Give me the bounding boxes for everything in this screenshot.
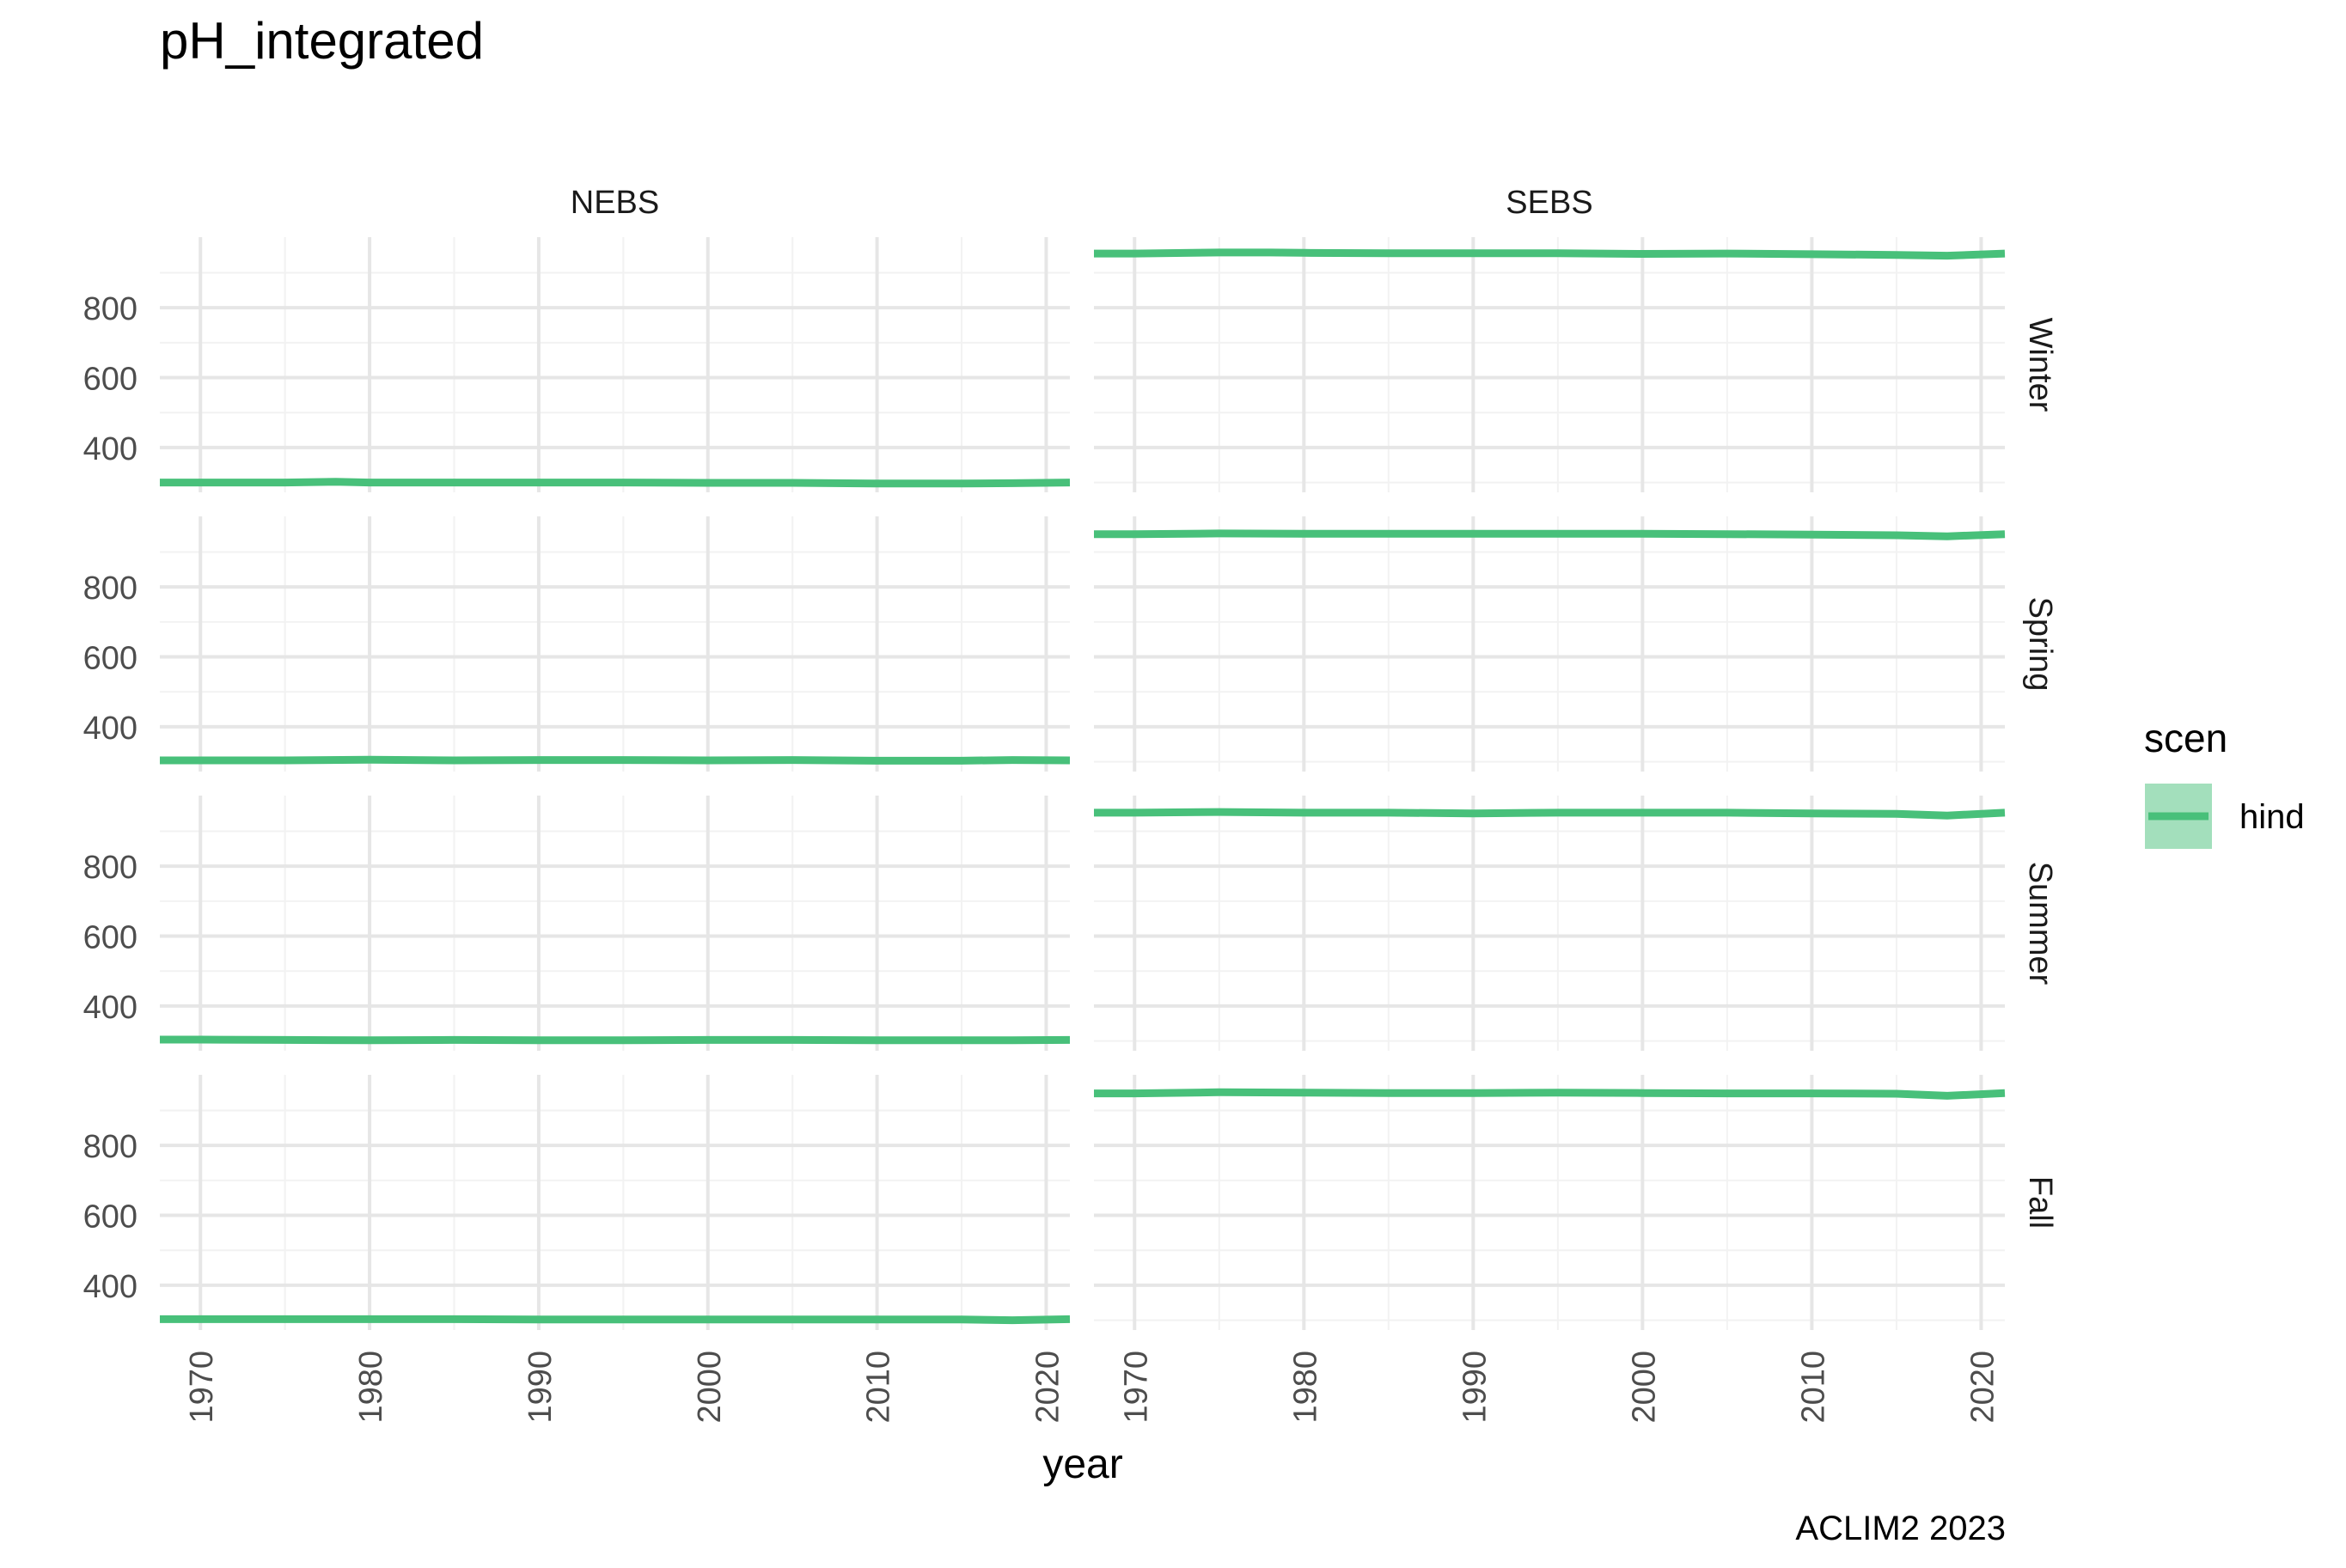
facet-column-label-nebs: NEBS	[571, 185, 659, 221]
x-tick-label: 2000	[692, 1351, 728, 1424]
panel-sebs-summer	[1094, 796, 2006, 1051]
legend: scen hind	[2144, 716, 2305, 849]
facet-row-label-fall: Fall	[2022, 1176, 2058, 1229]
panel-sebs-fall	[1094, 1075, 2006, 1330]
series-line-sebs-winter	[1094, 248, 2006, 260]
panel-nebs-winter	[160, 237, 1071, 492]
x-axis-title: year	[1042, 1442, 1122, 1487]
legend-title: scen	[2144, 716, 2227, 760]
y-tick-label: 800	[83, 570, 137, 607]
x-tick-label: 2020	[1029, 1351, 1066, 1424]
panel-nebs-summer	[160, 796, 1071, 1051]
panel-sebs-spring	[1094, 516, 2006, 772]
x-tick-label: 1970	[1118, 1351, 1154, 1424]
panel-nebs-fall	[160, 1075, 1071, 1330]
x-tick-label: 2010	[861, 1351, 897, 1424]
series-line-nebs-winter	[160, 478, 1071, 488]
y-tick-label: 800	[83, 850, 137, 886]
y-tick-label: 600	[83, 362, 137, 398]
x-tick-label: 2020	[1964, 1351, 2001, 1424]
series-line-sebs-summer	[1094, 808, 2006, 820]
y-tick-label: 600	[83, 920, 137, 956]
x-tick-label: 1980	[353, 1351, 389, 1424]
y-tick-label: 400	[83, 711, 137, 747]
y-tick-label: 600	[83, 1199, 137, 1235]
legend-entry-hind: hind	[2239, 798, 2305, 836]
x-tick-label: 2000	[1626, 1351, 1662, 1424]
series-line-sebs-spring	[1094, 529, 2006, 540]
y-tick-label: 600	[83, 641, 137, 677]
chart-title: pH_integrated	[160, 12, 484, 70]
y-tick-label: 400	[83, 1269, 137, 1305]
x-tick-label: 2010	[1795, 1351, 1831, 1424]
y-tick-label: 400	[83, 431, 137, 467]
series-line-nebs-fall	[160, 1315, 1071, 1325]
facet-row-label-winter: Winter	[2022, 318, 2058, 412]
x-tick-label: 1990	[522, 1351, 559, 1424]
facet-row-label-spring: Spring	[2022, 597, 2058, 692]
x-tick-label: 1970	[184, 1351, 220, 1424]
y-tick-label: 400	[83, 990, 137, 1026]
panel-nebs-spring	[160, 516, 1071, 772]
x-tick-label: 1980	[1287, 1351, 1323, 1424]
panel-sebs-winter	[1094, 237, 2006, 492]
labels-layer: 400 600 800 400 600 800 400 600 800 400 600 800 1970…	[83, 185, 2058, 1424]
series-line-sebs-fall	[1094, 1088, 2006, 1100]
chart-caption: ACLIM2 2023	[1795, 1510, 2006, 1547]
facet-column-label-sebs: SEBS	[1506, 185, 1592, 221]
panels-layer	[160, 237, 2006, 1330]
facet-row-label-summer: Summer	[2022, 862, 2058, 985]
y-tick-label: 800	[83, 1129, 137, 1165]
y-tick-label: 800	[83, 291, 137, 327]
x-tick-label: 1990	[1457, 1351, 1493, 1424]
